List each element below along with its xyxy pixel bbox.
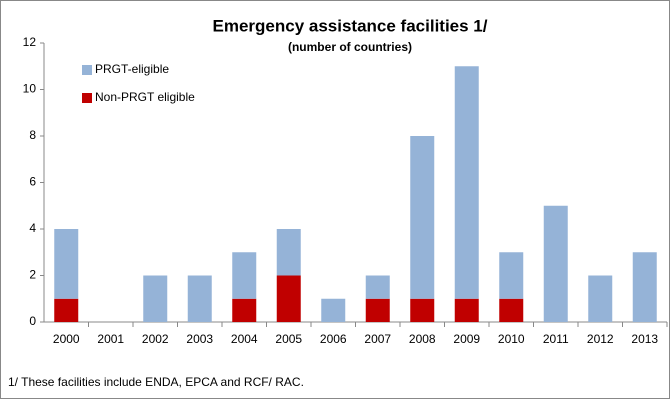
bar-segment	[454, 66, 479, 299]
footnote: 1/ These facilities include ENDA, EPCA a…	[8, 375, 304, 389]
x-tick-label: 2006	[320, 332, 347, 346]
x-tick-label: 2003	[186, 332, 213, 346]
bar-segment	[54, 298, 79, 322]
x-tick-label: 2008	[409, 332, 436, 346]
x-tick-label: 2004	[231, 332, 258, 346]
bar-segment	[410, 136, 435, 299]
bar-segment	[365, 275, 390, 299]
bar-segment	[499, 298, 524, 322]
bar-segment	[276, 275, 301, 322]
x-tick-label: 2012	[587, 332, 614, 346]
x-tick-label: 2011	[543, 332, 569, 346]
x-tick-label: 2000	[53, 332, 80, 346]
y-tick-label: 6	[29, 175, 36, 189]
y-tick-label: 4	[29, 221, 36, 235]
bar-segment	[321, 298, 346, 322]
y-tick-label: 2	[29, 268, 36, 282]
x-tick-label: 2002	[142, 332, 169, 346]
bar-segment	[54, 229, 79, 299]
x-tick-label: 2001	[97, 332, 124, 346]
legend-label: PRGT-eligible	[95, 62, 169, 76]
bar-segment	[499, 252, 524, 299]
y-tick-label: 12	[23, 35, 37, 49]
bar-segment	[632, 252, 657, 322]
bar-segment	[187, 275, 212, 322]
y-tick-label: 10	[23, 82, 37, 96]
bar-segment	[410, 298, 435, 322]
chart-subtitle: (number of countries)	[288, 40, 412, 54]
legend-swatch	[82, 65, 92, 75]
bar-segment	[143, 275, 168, 322]
legend-swatch	[82, 93, 92, 103]
x-tick-label: 2013	[631, 332, 658, 346]
bar-segment	[454, 298, 479, 322]
bar-segment	[276, 229, 301, 276]
bar-segment	[588, 275, 613, 322]
x-tick-label: 2007	[364, 332, 391, 346]
x-tick-label: 2005	[275, 332, 302, 346]
bar-segment	[365, 298, 390, 322]
legend-label: Non-PRGT eligible	[95, 90, 195, 104]
x-tick-label: 2009	[453, 332, 480, 346]
bar-segment	[232, 252, 257, 299]
bar-segment	[543, 205, 568, 322]
y-tick-label: 0	[29, 314, 36, 328]
chart-title: Emergency assistance facilities 1/	[213, 16, 488, 35]
bar-segment	[232, 298, 257, 322]
x-tick-label: 2010	[498, 332, 525, 346]
y-tick-label: 8	[29, 128, 36, 142]
